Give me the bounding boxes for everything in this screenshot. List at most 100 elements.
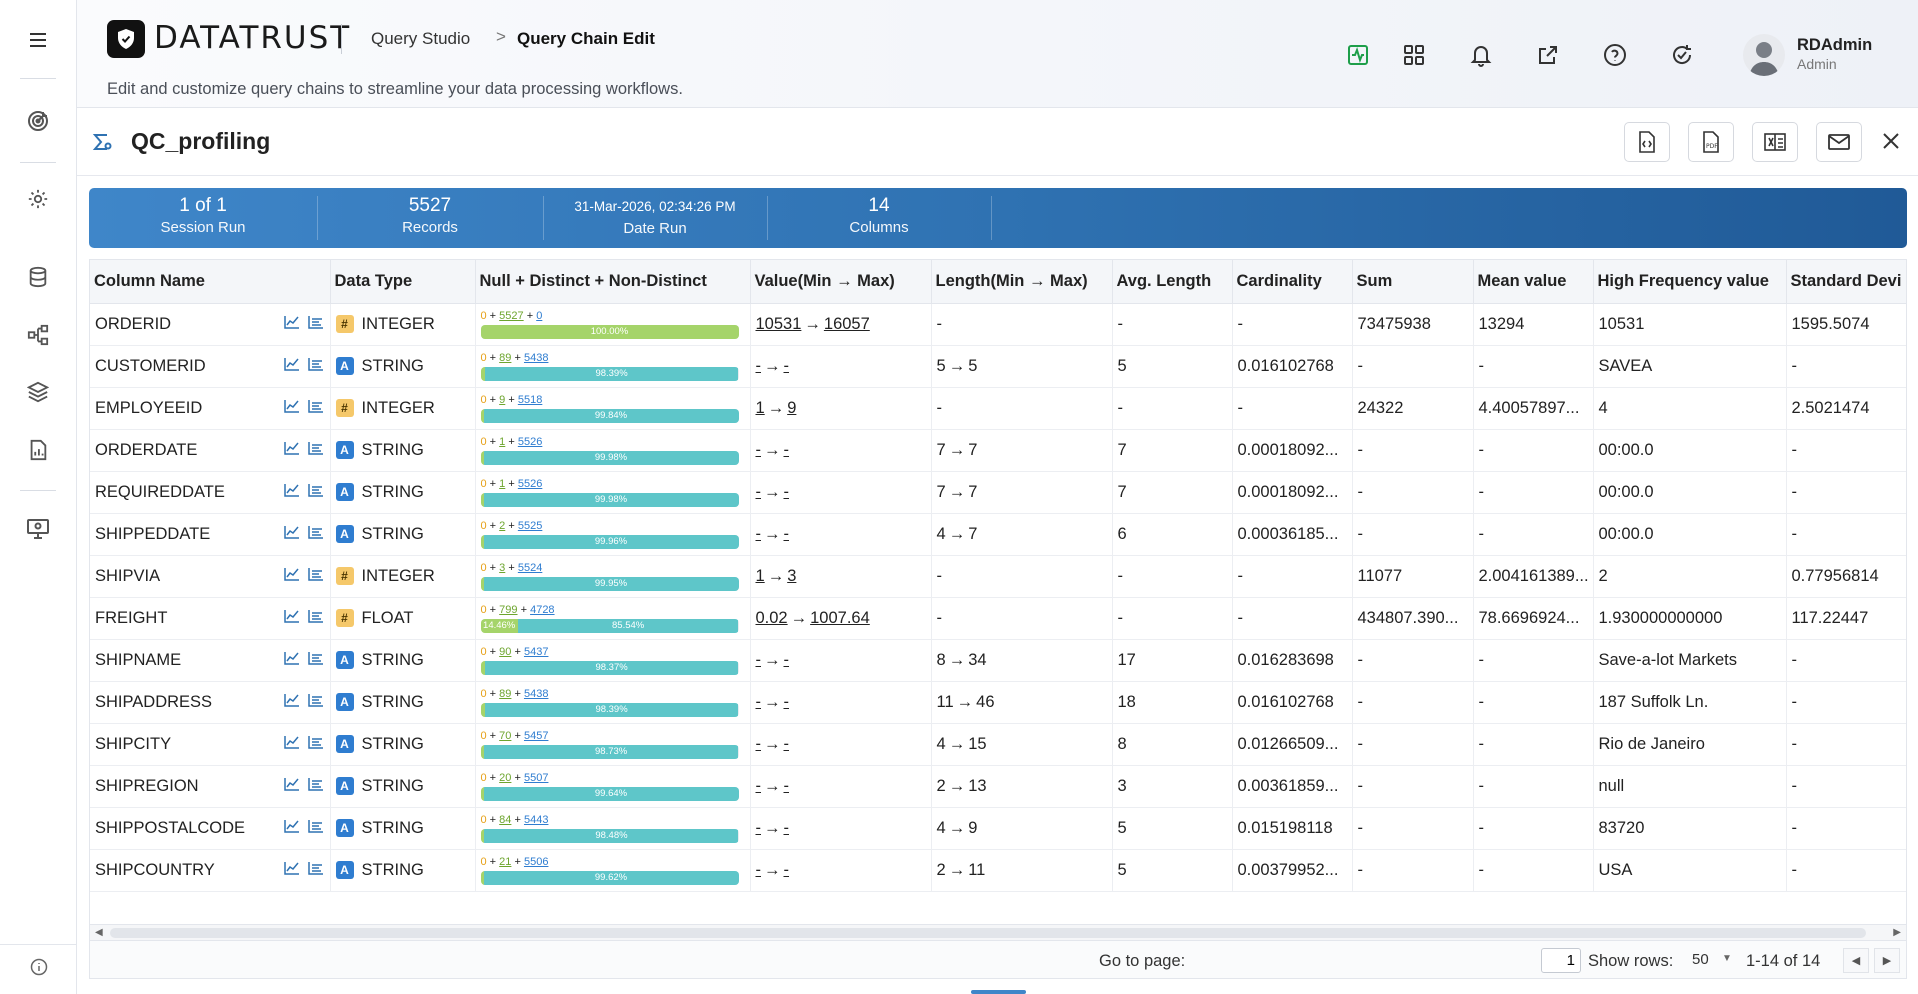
trend-chart-icon[interactable]: [283, 609, 300, 628]
trend-chart-icon[interactable]: [283, 483, 300, 502]
distinct-count[interactable]: 9: [499, 393, 506, 406]
bar-list-icon[interactable]: [307, 609, 324, 628]
col-header-data-type[interactable]: Data Type: [330, 260, 476, 304]
value-max[interactable]: 9: [787, 398, 797, 417]
scroll-left-icon[interactable]: ◀: [95, 927, 103, 938]
null-count[interactable]: 0: [480, 813, 487, 826]
user-name[interactable]: RDAdmin: [1797, 36, 1873, 54]
breadcrumb-parent[interactable]: Query Studio: [371, 29, 471, 48]
null-count[interactable]: 0: [480, 561, 487, 574]
non-distinct-count[interactable]: 5506: [523, 855, 549, 868]
non-distinct-count[interactable]: 5524: [517, 561, 543, 574]
trend-chart-icon[interactable]: [283, 819, 300, 838]
distinct-count[interactable]: 799: [499, 603, 518, 616]
col-header-std-dev[interactable]: Standard Devi: [1786, 260, 1906, 304]
value-min[interactable]: -: [755, 440, 762, 459]
null-count[interactable]: 0: [480, 351, 487, 364]
goto-page-input[interactable]: [1541, 948, 1581, 973]
trend-chart-icon[interactable]: [283, 315, 300, 334]
bar-list-icon[interactable]: [307, 357, 324, 376]
table-row[interactable]: ORDERID # INTEGER 0 + 5527 + 0 100.00% 10531 →…: [90, 303, 1906, 346]
bar-list-icon[interactable]: [307, 693, 324, 712]
value-min[interactable]: -: [755, 650, 762, 669]
value-min[interactable]: -: [755, 482, 762, 501]
col-header-avg-length[interactable]: Avg. Length: [1112, 260, 1233, 304]
table-row[interactable]: SHIPCOUNTRY A STRING 0 + 21 + 5506 99.62% - → -…: [90, 849, 1906, 892]
null-count[interactable]: 0: [480, 687, 487, 700]
close-icon[interactable]: [1876, 126, 1906, 156]
value-min[interactable]: -: [755, 524, 762, 543]
col-header-sum[interactable]: Sum: [1352, 260, 1474, 304]
prev-page-button[interactable]: ◀: [1843, 948, 1869, 973]
value-max[interactable]: -: [783, 692, 790, 711]
external-link-icon[interactable]: [1533, 40, 1563, 70]
database-icon[interactable]: [20, 259, 56, 295]
col-header-null-distinct[interactable]: Null + Distinct + Non-Distinct: [475, 260, 751, 304]
non-distinct-count[interactable]: 5525: [517, 519, 543, 532]
distinct-count[interactable]: 84: [499, 813, 512, 826]
trend-chart-icon[interactable]: [283, 651, 300, 670]
null-count[interactable]: 0: [480, 309, 487, 322]
bar-list-icon[interactable]: [307, 525, 324, 544]
non-distinct-count[interactable]: 0: [536, 309, 543, 322]
table-row[interactable]: SHIPPEDDATE A STRING 0 + 2 + 5525 99.96% - → -4…: [90, 513, 1906, 556]
value-max[interactable]: -: [783, 860, 790, 879]
value-max[interactable]: -: [783, 482, 790, 501]
horizontal-scrollbar[interactable]: ◀ ▶: [90, 924, 1906, 940]
trend-chart-icon[interactable]: [283, 525, 300, 544]
value-max[interactable]: 1007.64: [810, 608, 870, 627]
value-max[interactable]: -: [783, 650, 790, 669]
distinct-count[interactable]: 89: [499, 351, 512, 364]
value-min[interactable]: 0.02: [755, 608, 788, 627]
value-max[interactable]: -: [783, 734, 790, 753]
menu-icon[interactable]: [20, 22, 56, 58]
trend-chart-icon[interactable]: [283, 357, 300, 376]
trend-chart-icon[interactable]: [283, 399, 300, 418]
bar-list-icon[interactable]: [307, 651, 324, 670]
null-count[interactable]: 0: [480, 855, 487, 868]
null-count[interactable]: 0: [480, 519, 487, 532]
table-row[interactable]: REQUIREDDATE A STRING 0 + 1 + 5526 99.98% - → -…: [90, 471, 1906, 514]
value-min[interactable]: -: [755, 356, 762, 375]
table-row[interactable]: CUSTOMERID A STRING 0 + 89 + 5438 98.39% - → -5…: [90, 345, 1906, 388]
col-header-cardinality[interactable]: Cardinality: [1232, 260, 1353, 304]
bar-list-icon[interactable]: [307, 567, 324, 586]
distinct-count[interactable]: 90: [499, 645, 512, 658]
bar-list-icon[interactable]: [307, 399, 324, 418]
layers-icon[interactable]: [20, 374, 56, 410]
value-max[interactable]: -: [783, 440, 790, 459]
non-distinct-count[interactable]: 5437: [523, 645, 549, 658]
target-icon[interactable]: [20, 103, 56, 139]
trend-chart-icon[interactable]: [283, 861, 300, 880]
bar-list-icon[interactable]: [307, 483, 324, 502]
activity-icon[interactable]: [1343, 40, 1373, 70]
help-icon[interactable]: [1600, 40, 1630, 70]
null-count[interactable]: 0: [480, 603, 487, 616]
gear-icon[interactable]: [20, 181, 56, 217]
export-pdf-button[interactable]: PDF: [1688, 122, 1734, 162]
scroll-right-icon[interactable]: ▶: [1893, 927, 1901, 938]
value-min[interactable]: 1: [755, 566, 765, 585]
col-header-column-name[interactable]: Column Name: [90, 260, 331, 304]
distinct-count[interactable]: 20: [499, 771, 512, 784]
bar-list-icon[interactable]: [307, 441, 324, 460]
bell-icon[interactable]: [1466, 40, 1496, 70]
bar-list-icon[interactable]: [307, 735, 324, 754]
non-distinct-count[interactable]: 5518: [517, 393, 543, 406]
null-count[interactable]: 0: [480, 729, 487, 742]
value-max[interactable]: 16057: [823, 314, 870, 333]
non-distinct-count[interactable]: 5457: [523, 729, 549, 742]
non-distinct-count[interactable]: 4728: [530, 603, 555, 616]
null-count[interactable]: 0: [480, 771, 487, 784]
non-distinct-count[interactable]: 5438: [523, 351, 549, 364]
value-max[interactable]: -: [783, 776, 790, 795]
value-min[interactable]: -: [755, 818, 762, 837]
non-distinct-count[interactable]: 5507: [523, 771, 549, 784]
table-row[interactable]: ORDERDATE A STRING 0 + 1 + 5526 99.98% - → -7 → 7…: [90, 429, 1906, 472]
value-min[interactable]: -: [755, 776, 762, 795]
table-row[interactable]: SHIPPOSTALCODE A STRING 0 + 84 + 5443 98.48%…: [90, 807, 1906, 850]
value-min[interactable]: -: [755, 692, 762, 711]
flow-icon[interactable]: [20, 317, 56, 353]
null-count[interactable]: 0: [480, 435, 487, 448]
brand-logo-mark[interactable]: [107, 20, 145, 58]
